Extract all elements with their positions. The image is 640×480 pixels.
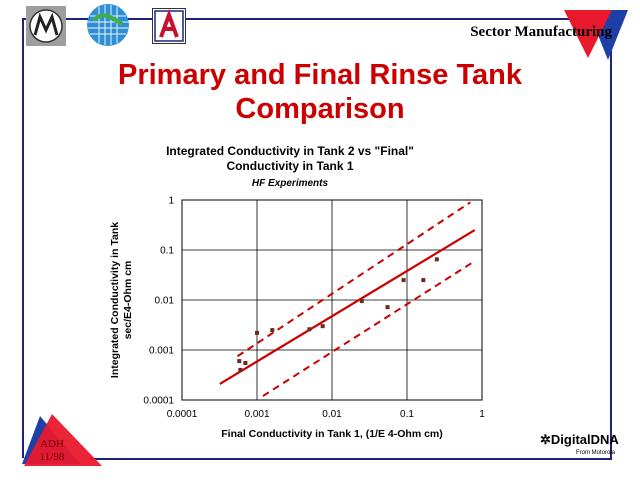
brand-name: DigitalDNA [550, 432, 619, 447]
chart-title: Integrated Conductivity in Tank 2 vs "Fi… [130, 144, 450, 174]
x-tick-label: 0.0001 [167, 409, 198, 420]
y-axis-label-line1: Integrated Conductivity in Tank [109, 221, 121, 379]
university-a-logo [152, 8, 186, 44]
x-tick-label: 0.1 [400, 409, 414, 420]
frame-bottom-line [90, 458, 612, 460]
red-blue-triangle-logo [564, 10, 628, 60]
corner-badge-date: 11/98 [39, 451, 65, 463]
x-tick-label: 0.001 [244, 409, 269, 420]
y-tick-label: 0.0001 [143, 396, 174, 407]
corner-triangle-badge [22, 414, 102, 466]
data-point [421, 278, 426, 283]
globe-logo [87, 4, 129, 46]
data-point [238, 367, 243, 372]
digitaldna-logo: ✲DigitalDNA [540, 432, 619, 448]
chart-subtitle: HF Experiments [251, 178, 329, 189]
page-title-line1: Primary and Final Rinse Tank [118, 59, 522, 91]
data-point [359, 299, 364, 304]
dna-spark-icon: ✲ [540, 432, 551, 447]
y-tick-label: 1 [168, 196, 174, 207]
data-point [243, 360, 248, 365]
fit-line [219, 229, 476, 385]
page-title-line2: Comparison [235, 93, 405, 125]
data-point [434, 257, 439, 262]
upper-bound-line [236, 201, 471, 358]
data-point [320, 324, 325, 329]
frame-top-line [22, 18, 612, 20]
data-point [255, 330, 259, 335]
frame-left-line [22, 18, 24, 458]
corner-badge-text: ADH 11/98 [30, 438, 74, 464]
x-tick-label: 1 [479, 409, 485, 420]
frame-right-line [610, 40, 612, 460]
data-point [307, 327, 312, 332]
lower-bound-line [262, 260, 476, 397]
data-point [270, 328, 275, 333]
y-tick-label: 0.001 [149, 346, 174, 357]
motorola-logo [26, 6, 66, 46]
x-tick-label: 0.01 [322, 409, 342, 420]
y-axis-label-line2: sec/E4-Ohm cm [122, 260, 134, 340]
corner-badge-initials: ADH [40, 438, 64, 450]
chart-title-line1: Integrated Conductivity in Tank 2 vs "Fi… [166, 144, 414, 158]
brand-title: Sector Manufacturing [470, 24, 612, 40]
y-axis-label: Integrated Conductivity in Tank sec/E4-O… [109, 190, 135, 410]
chart-title-line2: Conductivity in Tank 1 [226, 159, 354, 173]
data-point [385, 305, 390, 310]
brand-subtitle: From Motorola [576, 450, 616, 456]
page-title: Primary and Final Rinse Tank Comparison [0, 58, 640, 126]
x-axis-label: Final Conductivity in Tank 1, (1/E 4-Ohm… [221, 428, 443, 440]
data-point [401, 278, 406, 283]
data-point [237, 359, 242, 364]
y-tick-label: 0.01 [155, 296, 175, 307]
y-tick-label: 0.1 [160, 246, 174, 257]
